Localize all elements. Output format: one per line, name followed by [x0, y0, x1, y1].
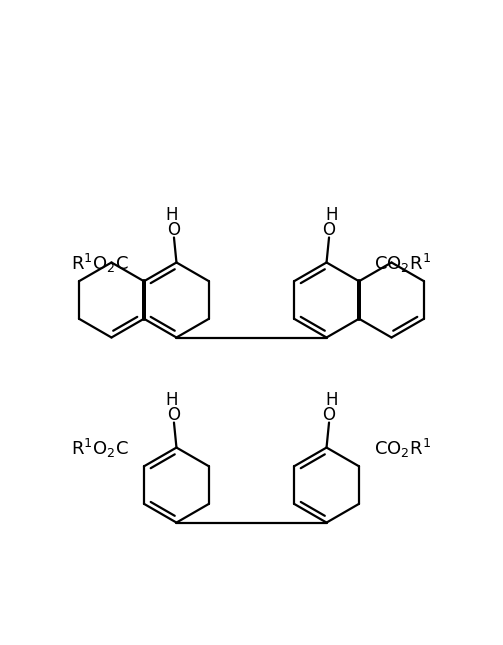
Text: R$^1$O$_2$C: R$^1$O$_2$C: [71, 437, 129, 461]
Text: O: O: [167, 221, 181, 239]
Text: CO$_2$R$^1$: CO$_2$R$^1$: [374, 252, 431, 275]
Text: H: H: [325, 206, 338, 224]
Text: H: H: [165, 206, 178, 224]
Text: H: H: [325, 391, 338, 409]
Text: O: O: [322, 406, 336, 424]
Text: O: O: [167, 406, 181, 424]
Text: R$^1$O$_2$C: R$^1$O$_2$C: [71, 252, 129, 275]
Text: O: O: [322, 221, 336, 239]
Text: H: H: [165, 391, 178, 409]
Text: CO$_2$R$^1$: CO$_2$R$^1$: [374, 437, 431, 461]
